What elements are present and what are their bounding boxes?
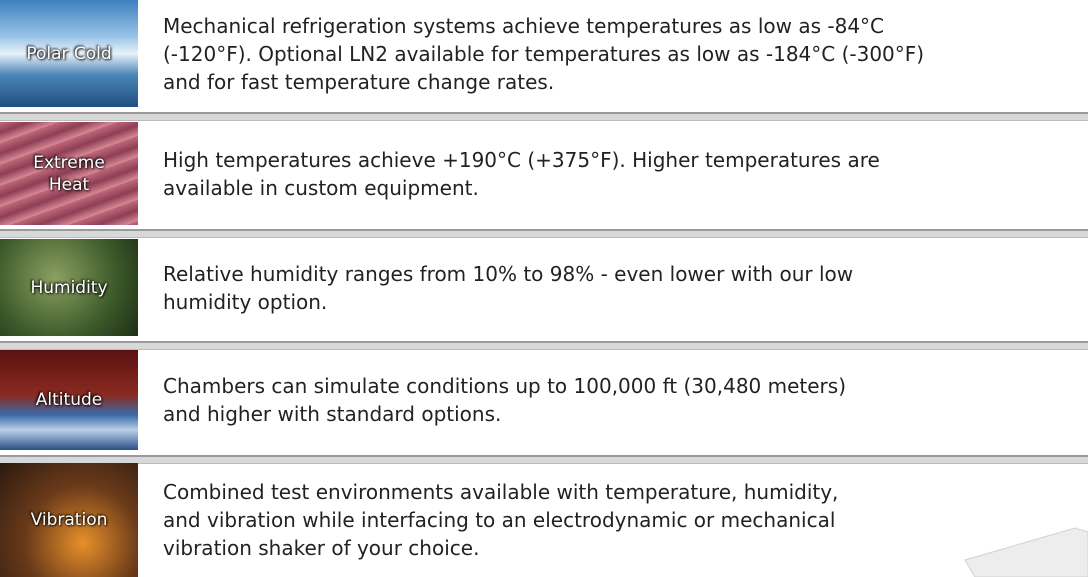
description-line: (-120°F). Optional LN2 available for tem… xyxy=(163,41,925,66)
feature-label: Extreme Heat xyxy=(33,152,105,195)
feature-row: Altitude Chambers can simulate conditions… xyxy=(0,350,1088,450)
feature-row: Extreme Heat High temperatures achieve +1… xyxy=(0,122,1088,225)
description-line: and for fast temperature change rates. xyxy=(163,69,555,94)
feature-thumbnail: Polar Cold xyxy=(0,0,138,107)
feature-label: Altitude xyxy=(35,390,103,410)
feature-thumbnail: Altitude xyxy=(0,350,138,450)
description-line: vibration shaker of your choice. xyxy=(163,536,480,560)
description-line: Combined test environments available wit… xyxy=(163,480,839,504)
row-separator xyxy=(0,455,1088,464)
feature-description: High temperatures achieve +190°C (+375°F… xyxy=(163,146,880,202)
description-line: Mechanical refrigeration systems achieve… xyxy=(163,13,885,38)
feature-description: Mechanical refrigeration systems achieve… xyxy=(163,12,924,96)
description-line: available in custom equipment. xyxy=(163,175,479,200)
description-line: Relative humidity ranges from 10% to 98%… xyxy=(163,261,854,286)
feature-description: Combined test environments available wit… xyxy=(163,478,838,562)
description-line: High temperatures achieve +190°C (+375°F… xyxy=(163,147,880,172)
product-image-fragment xyxy=(964,527,1088,577)
description-line: humidity option. xyxy=(163,289,328,314)
feature-description: Chambers can simulate conditions up to 1… xyxy=(163,372,846,428)
feature-label: Humidity xyxy=(30,277,108,298)
feature-label: Polar Cold xyxy=(26,43,112,64)
feature-thumbnail: Extreme Heat xyxy=(0,122,138,225)
description-line: and vibration while interfacing to an el… xyxy=(163,508,836,532)
description-line: and higher with standard options. xyxy=(163,402,502,426)
feature-row: Vibration Combined test environments avai… xyxy=(0,463,1088,577)
feature-thumbnail: Vibration xyxy=(0,463,138,577)
row-separator xyxy=(0,112,1088,121)
description-line: Chambers can simulate conditions up to 1… xyxy=(163,374,846,398)
row-separator xyxy=(0,229,1088,238)
feature-description: Relative humidity ranges from 10% to 98%… xyxy=(163,260,853,316)
row-separator xyxy=(0,341,1088,350)
feature-thumbnail: Humidity xyxy=(0,239,138,336)
feature-label: Vibration xyxy=(30,510,108,530)
feature-row: Polar Cold Mechanical refrigeration syste… xyxy=(0,0,1088,107)
feature-row: Humidity Relative humidity ranges from 10… xyxy=(0,239,1088,336)
